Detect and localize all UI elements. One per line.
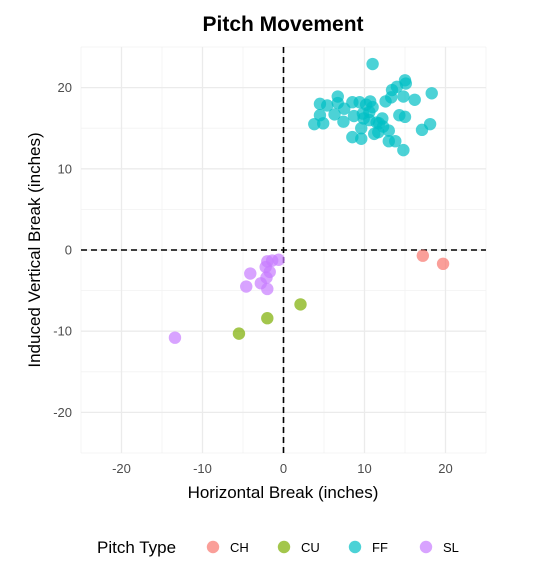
point-ch <box>436 257 450 271</box>
legend-key-ch <box>206 540 220 554</box>
chart-title: Pitch Movement <box>202 13 363 36</box>
legend: Pitch Type CH CU FF SL <box>97 538 459 557</box>
point-sl <box>168 331 182 344</box>
y-tick-label: -20 <box>53 405 72 420</box>
x-tick-label: 20 <box>438 461 452 476</box>
point-ff <box>397 143 410 157</box>
y-tick-label: 0 <box>65 243 72 258</box>
point-ff <box>366 57 379 71</box>
point-sl <box>240 280 253 293</box>
point-sl <box>272 253 285 266</box>
point-ff <box>321 99 334 112</box>
x-tick-labels: -20 -10 0 10 20 <box>112 461 453 476</box>
y-tick-label: 20 <box>58 80 72 95</box>
legend-label: SL <box>443 540 459 555</box>
point-sl <box>261 282 274 296</box>
point-ff <box>397 90 410 103</box>
y-tick-label: -10 <box>53 324 72 339</box>
point-ff <box>425 87 438 100</box>
legend-label: CU <box>301 540 320 555</box>
point-cu <box>294 298 307 311</box>
point-ff <box>379 95 392 108</box>
point-ff <box>393 109 406 122</box>
y-tick-label: 10 <box>58 161 72 176</box>
point-ch <box>416 249 430 262</box>
x-axis-label: Horizontal Break (inches) <box>188 483 379 502</box>
point-sl <box>244 267 257 280</box>
point-ff <box>308 117 321 131</box>
x-tick-label: 0 <box>280 461 287 476</box>
point-ff <box>337 115 350 128</box>
legend-item-cu: CU <box>277 540 320 555</box>
point-ff <box>368 127 381 141</box>
point-ff <box>423 117 437 131</box>
legend-item-ff: FF <box>348 540 388 555</box>
point-ff <box>338 102 351 115</box>
x-tick-label: -10 <box>193 461 212 476</box>
point-ff <box>328 108 341 121</box>
legend-key-ff <box>348 540 362 554</box>
point-ff <box>355 122 368 135</box>
point-ff <box>408 93 421 106</box>
point-ff <box>355 132 368 145</box>
legend-key-cu <box>277 540 291 554</box>
point-ff <box>382 124 395 137</box>
legend-key-sl <box>419 540 433 554</box>
legend-label: FF <box>372 540 388 555</box>
y-axis-label: Induced Vertical Break (inches) <box>25 132 44 367</box>
legend-item-sl: SL <box>419 540 459 555</box>
data-points <box>168 57 450 344</box>
point-ff <box>347 109 361 123</box>
legend-title: Pitch Type <box>97 538 176 557</box>
x-tick-label: -20 <box>112 461 131 476</box>
point-ff <box>389 134 402 148</box>
reference-lines <box>81 47 486 453</box>
point-ff <box>316 117 330 130</box>
y-tick-labels: -20 -10 0 10 20 <box>53 80 72 420</box>
legend-item-ch: CH <box>206 540 249 555</box>
legend-label: CH <box>230 540 249 555</box>
point-cu <box>261 312 274 325</box>
x-tick-label: 10 <box>357 461 371 476</box>
point-cu <box>232 327 246 340</box>
